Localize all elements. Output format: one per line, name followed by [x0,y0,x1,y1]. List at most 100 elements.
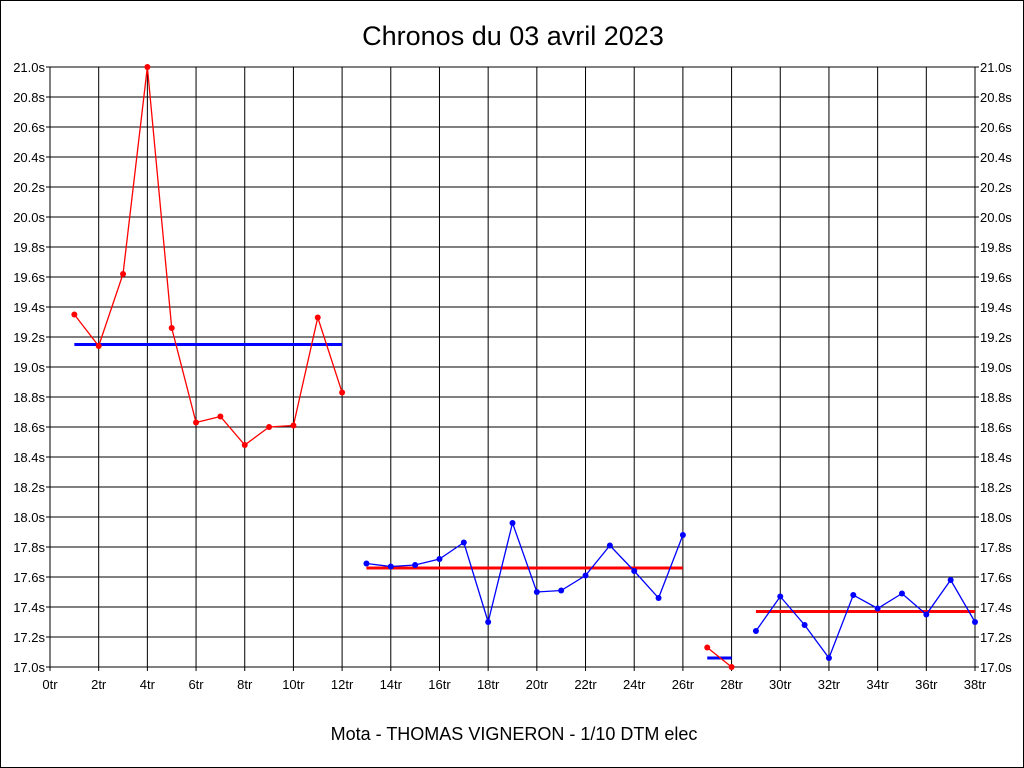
y-tick-label-right: 19.4s [980,300,1012,315]
chart-title: Chronos du 03 avril 2023 [362,21,664,51]
data-point [71,311,78,318]
y-tick-label-right: 18.2s [980,480,1012,495]
tick-labels: 0tr 2tr 4tr 6tr 8tr 10tr 12tr 14tr 16tr 18tr 20tr 2… [13,60,1012,692]
data-point [193,419,200,426]
y-tick-label-left: 17.4s [13,600,45,615]
y-tick-label-right: 21.0s [980,60,1012,75]
data-point [460,539,467,546]
y-tick-label-left: 18.8s [13,390,45,405]
y-tick-label-right: 20.6s [980,120,1012,135]
data-point [898,590,905,597]
x-tick-label: 36tr [915,677,938,692]
x-tick-label: 20tr [526,677,549,692]
data-point [120,271,127,277]
x-tick-label: 28tr [720,677,743,692]
y-tick-label-left: 20.0s [13,210,45,225]
y-tick-label-left: 18.4s [13,450,45,465]
y-tick-label-left: 18.0s [13,510,45,525]
data-point [314,314,321,321]
x-tick-label: 18tr [477,677,500,692]
data-point [972,619,978,625]
data-point [558,587,565,594]
y-tick-label-right: 18.4s [980,450,1012,465]
chart-subtitle: Mota - THOMAS VIGNERON - 1/10 DTM elec [331,724,698,744]
data-point [412,562,419,568]
data-point [752,628,759,634]
data-point [363,560,370,567]
data-point [777,593,784,600]
data-point [582,572,589,579]
data-point [728,664,735,670]
x-tick-label: 16tr [428,677,451,692]
y-tick-label-right: 17.8s [980,540,1012,555]
x-tick-label: 12tr [331,677,354,692]
series-line [706,646,732,668]
series-line [366,520,684,625]
y-tick-label-left: 17.8s [13,540,45,555]
data-point [168,325,175,331]
y-tick-label-right: 20.0s [980,210,1012,225]
series-line [755,578,976,660]
x-tick-label: 24tr [623,677,646,692]
y-tick-label-right: 17.4s [980,600,1012,615]
average-lines [74,343,975,660]
data-point [923,611,930,618]
y-tick-label-right: 18.6s [980,420,1012,435]
data-point [631,568,638,574]
y-tick-label-left: 20.6s [13,120,45,135]
y-tick-label-right: 20.2s [980,180,1012,195]
series-line [73,66,343,446]
y-tick-label-left: 18.6s [13,420,45,435]
y-tick-label-left: 17.2s [13,630,45,645]
y-tick-label-right: 18.8s [980,390,1012,405]
x-tick-label: 0tr [42,677,58,692]
y-tick-label-left: 18.2s [13,480,45,495]
y-tick-label-left: 19.0s [13,360,45,375]
x-tick-label: 2tr [91,677,107,692]
y-tick-label-left: 19.6s [13,270,45,285]
data-point [825,655,832,661]
data-point [95,343,102,349]
y-tick-label-left: 19.2s [13,330,45,345]
data-point [241,442,248,448]
x-tick-label: 34tr [866,677,889,692]
y-tick-label-left: 17.6s [13,570,45,585]
y-tick-label-right: 17.0s [980,660,1012,675]
grid [46,66,979,671]
data-point [801,622,808,628]
data-point [874,605,881,612]
y-tick-label-left: 20.4s [13,150,45,165]
data-point [290,422,297,429]
series-group [71,64,978,670]
y-tick-label-left: 21.0s [13,60,45,75]
x-tick-label: 14tr [380,677,403,692]
data-point [606,542,613,549]
y-tick-label-right: 20.4s [980,150,1012,165]
data-point [436,556,443,562]
data-point [339,389,346,396]
data-point [485,619,492,625]
plot-border [49,66,976,668]
y-tick-label-right: 19.8s [980,240,1012,255]
y-tick-label-left: 19.8s [13,240,45,255]
x-tick-label: 8tr [237,677,253,692]
x-tick-label: 4tr [140,677,156,692]
x-tick-label: 32tr [818,677,841,692]
data-point [679,532,686,538]
y-tick-label-right: 19.2s [980,330,1012,345]
y-tick-label-right: 18.0s [980,510,1012,525]
y-tick-label-left: 19.4s [13,300,45,315]
x-tick-label: 22tr [574,677,597,692]
y-tick-label-right: 17.6s [980,570,1012,585]
data-point [266,424,273,430]
x-tick-label: 26tr [672,677,695,692]
x-tick-label: 6tr [188,677,204,692]
y-tick-label-left: 17.0s [13,660,45,675]
data-point [947,577,954,583]
data-point [533,589,540,595]
y-tick-label-right: 17.2s [980,630,1012,645]
y-tick-label-right: 20.8s [980,90,1012,105]
data-point [655,595,662,601]
